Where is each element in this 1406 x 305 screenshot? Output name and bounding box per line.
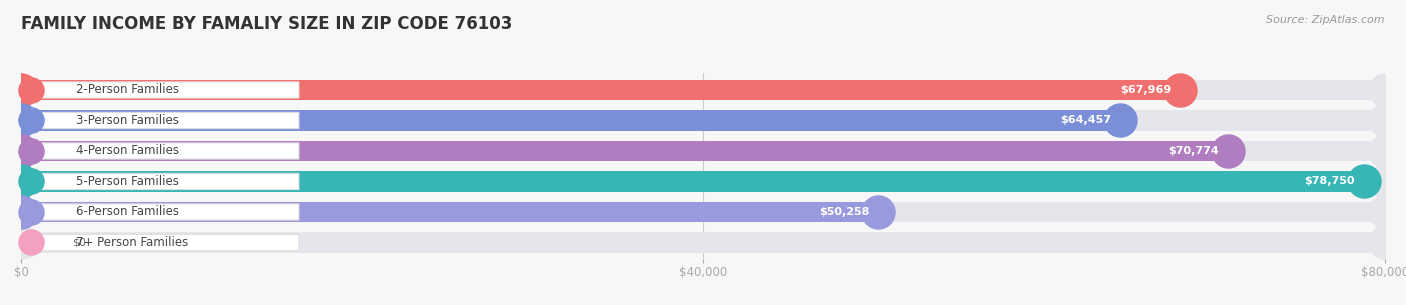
- Bar: [21, 110, 1385, 131]
- FancyBboxPatch shape: [27, 204, 299, 220]
- Text: $78,750: $78,750: [1305, 177, 1355, 186]
- FancyBboxPatch shape: [27, 234, 299, 251]
- Bar: [21, 141, 1385, 161]
- Bar: [21, 202, 1385, 222]
- Text: $64,457: $64,457: [1060, 116, 1111, 125]
- Bar: [21, 171, 1364, 192]
- FancyBboxPatch shape: [27, 112, 299, 129]
- Text: $67,969: $67,969: [1121, 85, 1171, 95]
- Text: 2-Person Families: 2-Person Families: [76, 84, 179, 96]
- Text: $0: $0: [72, 238, 86, 247]
- Bar: [21, 110, 1121, 131]
- Bar: [21, 141, 1227, 161]
- Text: FAMILY INCOME BY FAMALIY SIZE IN ZIP CODE 76103: FAMILY INCOME BY FAMALIY SIZE IN ZIP COD…: [21, 15, 512, 33]
- FancyBboxPatch shape: [27, 82, 299, 98]
- Text: Source: ZipAtlas.com: Source: ZipAtlas.com: [1267, 15, 1385, 25]
- Bar: [21, 80, 1385, 100]
- FancyBboxPatch shape: [27, 173, 299, 190]
- Text: $70,774: $70,774: [1168, 146, 1219, 156]
- Text: $50,258: $50,258: [818, 207, 869, 217]
- Text: 3-Person Families: 3-Person Families: [76, 114, 179, 127]
- Bar: [21, 232, 1385, 253]
- Text: 6-Person Families: 6-Person Families: [76, 206, 179, 218]
- Text: 4-Person Families: 4-Person Families: [76, 145, 179, 157]
- FancyBboxPatch shape: [27, 143, 299, 159]
- Bar: [21, 171, 1385, 192]
- Text: 7+ Person Families: 7+ Person Families: [76, 236, 188, 249]
- Text: 5-Person Families: 5-Person Families: [76, 175, 179, 188]
- Bar: [21, 80, 1180, 100]
- Bar: [21, 202, 877, 222]
